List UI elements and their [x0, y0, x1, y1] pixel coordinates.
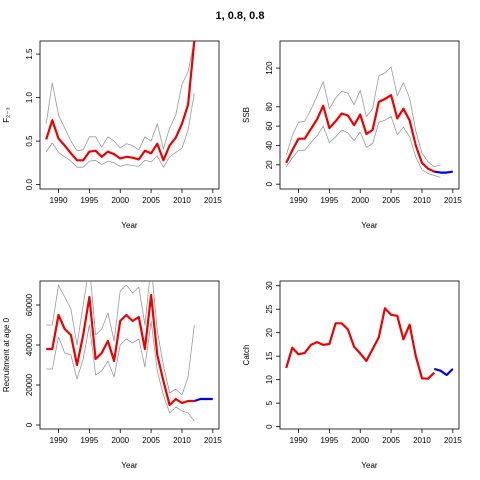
series-line-estimate: [46, 293, 195, 407]
x-tick-label: 2015: [444, 436, 462, 445]
series-line-upper: [45, 41, 195, 152]
x-tick-label: 2010: [173, 196, 191, 205]
series-line-lower: [285, 116, 441, 178]
x-axis-title: Year: [121, 221, 138, 230]
y-axis-title: F₂₋₃: [2, 107, 11, 122]
page-title: 1, 0.8, 0.8: [215, 10, 265, 22]
y-tick-label: 5: [265, 400, 274, 405]
y-tick-label: 0: [25, 422, 34, 427]
series-line-projection: [434, 170, 453, 174]
x-tick-label: 2005: [142, 196, 160, 205]
series-line-lower: [45, 93, 195, 168]
y-tick-label: 20: [265, 328, 274, 337]
x-tick-label: 2010: [173, 436, 191, 445]
y-tick-label: 10: [265, 375, 274, 384]
y-tick-label: 0.0: [25, 179, 34, 191]
series-line-lower: [46, 320, 195, 422]
y-axis-title: SSB: [242, 107, 251, 123]
x-axis-title: Year: [361, 461, 378, 470]
plot-frame: [279, 280, 460, 430]
x-tick-label: 1995: [80, 196, 98, 205]
panel-catch: 1990 1995 2000 2005 2010 2015 0 5 10 15 20 25 30 Year…: [242, 280, 462, 470]
x-tick-label: 2005: [382, 436, 400, 445]
plot-frame: [279, 40, 460, 190]
series-line-estimate: [285, 307, 436, 380]
x-tick-label: 1995: [80, 436, 98, 445]
y-tick-label: 60: [265, 121, 274, 130]
x-tick-label: 1995: [320, 196, 338, 205]
y-tick-label: 1.0: [25, 91, 34, 103]
y-tick-label: 15: [265, 351, 274, 360]
x-tick-label: 2000: [351, 196, 369, 205]
x-tick-label: 2000: [351, 436, 369, 445]
x-tick-label: 1990: [290, 196, 308, 205]
y-axis-title: Catch: [242, 345, 251, 366]
x-tick-label: 1990: [290, 436, 308, 445]
series-line-upper: [46, 281, 195, 396]
x-axis-title: Year: [361, 221, 378, 230]
series-line-projection: [433, 367, 454, 377]
y-tick-label: 60000: [25, 293, 34, 316]
x-tick-label: 2015: [444, 196, 462, 205]
x-tick-label: 2015: [204, 196, 222, 205]
y-tick-label: 25: [265, 304, 274, 313]
y-tick-label: 0.5: [25, 135, 34, 147]
y-tick-label: 30: [265, 281, 274, 290]
panel-fishing-mortality: 1990 1995 2000 2005 2010 2015 0.0 0.5 1.0 1.5 Year…: [2, 40, 222, 230]
y-tick-label: 1.5: [25, 48, 34, 60]
x-tick-label: 2010: [413, 196, 431, 205]
x-tick-label: 2005: [382, 196, 400, 205]
plot-frame: [39, 280, 220, 430]
x-tick-label: 1995: [320, 436, 338, 445]
x-tick-label: 2000: [111, 436, 129, 445]
series-line-estimate: [45, 41, 196, 162]
series-line-upper: [285, 66, 441, 168]
y-tick-label: 40: [265, 140, 274, 149]
y-axis-title: Recruitment at age 0: [2, 317, 11, 392]
x-axis-title: Year: [121, 461, 138, 470]
x-tick-label: 1990: [50, 436, 68, 445]
y-tick-label: 0: [265, 424, 274, 429]
y-tick-label: 20: [265, 160, 274, 169]
y-tick-label: 120: [265, 61, 274, 75]
y-tick-label: 20000: [25, 373, 34, 396]
x-tick-label: 1990: [50, 196, 68, 205]
x-tick-label: 2015: [204, 436, 222, 445]
series-line-estimate: [285, 94, 435, 173]
series-line-projection: [193, 397, 213, 403]
x-tick-label: 2000: [111, 196, 129, 205]
panel-ssb: 1990 1995 2000 2005 2010 2015 0 20 40 60 80 120 Year…: [242, 40, 462, 230]
x-tick-label: 2005: [142, 436, 160, 445]
panel-recruitment: 1990 1995 2000 2005 2010 2015 0 20000 40000 60000…: [2, 280, 222, 470]
plot-frame: [39, 40, 220, 190]
y-tick-label: 0: [265, 181, 274, 186]
y-tick-label: 40000: [25, 333, 34, 356]
y-tick-label: 80: [265, 102, 274, 111]
x-tick-label: 2010: [413, 436, 431, 445]
